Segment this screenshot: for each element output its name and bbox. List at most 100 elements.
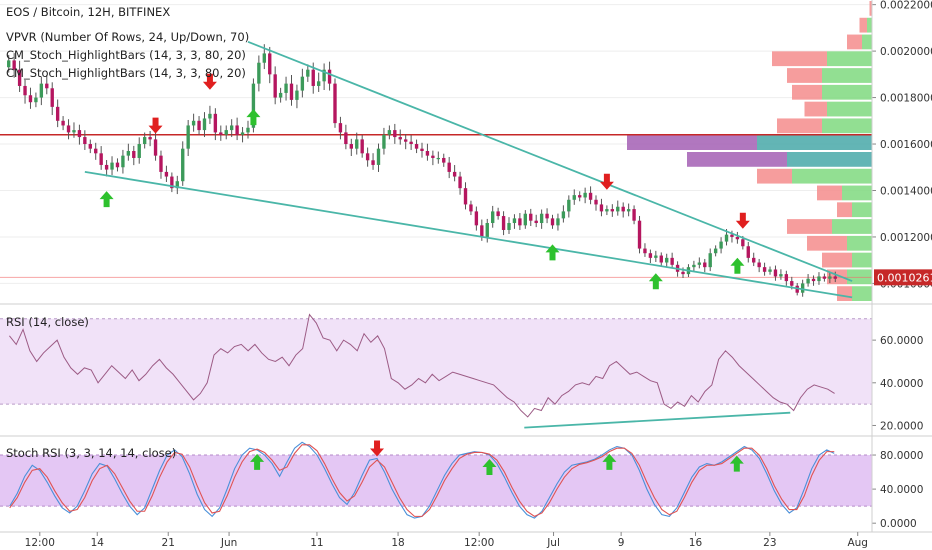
- candle[interactable]: [556, 213, 560, 231]
- candle[interactable]: [191, 113, 196, 132]
- candle[interactable]: [491, 205, 495, 228]
- candle[interactable]: [110, 156, 114, 176]
- candle[interactable]: [349, 138, 353, 157]
- candle[interactable]: [768, 266, 772, 275]
- candle[interactable]: [637, 215, 642, 254]
- candle[interactable]: [404, 134, 408, 150]
- candle[interactable]: [583, 187, 587, 204]
- candle[interactable]: [219, 125, 223, 141]
- stoch-rsi-legend[interactable]: Stoch RSI (3, 3, 14, 14, close): [6, 446, 176, 460]
- candle[interactable]: [452, 165, 457, 182]
- candle[interactable]: [539, 209, 544, 229]
- candle[interactable]: [83, 130, 87, 150]
- candle[interactable]: [469, 200, 473, 216]
- candle[interactable]: [507, 217, 511, 234]
- indicator-legend-stoch-bars-1[interactable]: CM_Stoch_HighlightBars (14, 3, 3, 80, 20…: [6, 48, 246, 62]
- trendline-lower[interactable]: [84, 171, 853, 299]
- candle[interactable]: [61, 116, 65, 131]
- candle[interactable]: [659, 252, 663, 266]
- candle[interactable]: [817, 272, 821, 285]
- candle[interactable]: [572, 189, 576, 205]
- candle[interactable]: [828, 272, 832, 284]
- candle[interactable]: [703, 258, 707, 273]
- candle[interactable]: [643, 243, 647, 257]
- candle[interactable]: [289, 74, 294, 106]
- stoch-axis[interactable]: 0.0000 40.0000 80.0000: [872, 450, 923, 530]
- candle[interactable]: [578, 191, 582, 202]
- indicator-legend-vpvr[interactable]: VPVR (Number Of Rows, 24, Up/Down, 70): [6, 30, 249, 44]
- candle[interactable]: [387, 125, 392, 140]
- candle[interactable]: [224, 125, 228, 140]
- candle[interactable]: [398, 129, 402, 145]
- candle[interactable]: [382, 127, 386, 155]
- candle[interactable]: [697, 257, 702, 269]
- candle[interactable]: [501, 211, 506, 236]
- candle[interactable]: [420, 142, 424, 158]
- candle[interactable]: [632, 205, 636, 225]
- candle[interactable]: [529, 208, 533, 227]
- rsi-axis[interactable]: 20.0000 40.0000 60.0000: [872, 335, 923, 432]
- candle[interactable]: [202, 112, 207, 138]
- candle[interactable]: [496, 207, 500, 220]
- candle[interactable]: [55, 99, 60, 128]
- candle[interactable]: [94, 142, 98, 160]
- time-axis[interactable]: 12:00 14 21 Jun 11 18 12:00 Jul 9 16 23 Aug: [25, 532, 868, 549]
- candle[interactable]: [822, 273, 827, 282]
- candle[interactable]: [246, 120, 250, 139]
- candle[interactable]: [512, 214, 517, 229]
- price-axis[interactable]: 0.001000000.001200000.001400000.00160000…: [872, 0, 932, 290]
- candle[interactable]: [773, 265, 778, 281]
- candle[interactable]: [431, 150, 435, 166]
- candle[interactable]: [88, 139, 92, 154]
- candle[interactable]: [34, 92, 38, 108]
- candle[interactable]: [784, 270, 789, 286]
- candle[interactable]: [132, 145, 136, 166]
- candle[interactable]: [208, 105, 212, 125]
- indicator-legend-stoch-bars-2[interactable]: CM_Stoch_HighlightBars (14, 3, 3, 80, 20…: [6, 66, 246, 80]
- rsi-legend[interactable]: RSI (14, close): [6, 315, 89, 329]
- candle[interactable]: [833, 271, 837, 283]
- candle[interactable]: [436, 151, 440, 164]
- candle[interactable]: [295, 84, 299, 109]
- candle[interactable]: [278, 87, 283, 103]
- trendline-upper[interactable]: [247, 40, 853, 282]
- candle[interactable]: [344, 124, 348, 150]
- candle[interactable]: [164, 165, 169, 182]
- candle[interactable]: [121, 149, 125, 174]
- candle[interactable]: [12, 53, 16, 78]
- candle[interactable]: [77, 124, 82, 145]
- candle[interactable]: [545, 208, 549, 224]
- candle[interactable]: [197, 116, 201, 135]
- candle[interactable]: [800, 279, 805, 297]
- candle[interactable]: [762, 262, 767, 276]
- candle[interactable]: [284, 76, 288, 101]
- candle[interactable]: [257, 55, 261, 92]
- candle[interactable]: [719, 237, 723, 254]
- candle[interactable]: [567, 195, 571, 218]
- candle[interactable]: [393, 123, 397, 144]
- candle[interactable]: [458, 171, 462, 195]
- candle[interactable]: [409, 134, 413, 150]
- candle[interactable]: [376, 143, 381, 172]
- candle[interactable]: [66, 119, 71, 140]
- candle[interactable]: [142, 132, 147, 149]
- candle[interactable]: [713, 245, 718, 257]
- candle[interactable]: [746, 241, 750, 263]
- candle[interactable]: [474, 206, 479, 231]
- candle[interactable]: [273, 66, 277, 105]
- candle[interactable]: [523, 210, 528, 229]
- candle[interactable]: [181, 141, 185, 186]
- candle[interactable]: [72, 122, 76, 138]
- candle[interactable]: [186, 119, 190, 157]
- candle[interactable]: [7, 54, 11, 73]
- candle[interactable]: [806, 274, 810, 287]
- candle[interactable]: [414, 139, 419, 154]
- candle[interactable]: [365, 147, 370, 167]
- candle[interactable]: [235, 117, 239, 141]
- candle[interactable]: [240, 127, 245, 143]
- candle[interactable]: [159, 150, 163, 179]
- candle[interactable]: [28, 87, 33, 109]
- candle[interactable]: [561, 205, 566, 223]
- candle[interactable]: [213, 108, 218, 141]
- candle[interactable]: [229, 119, 234, 138]
